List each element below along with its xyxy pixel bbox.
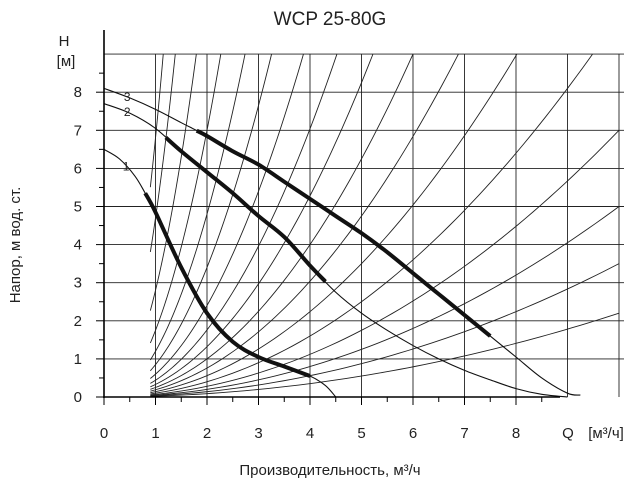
y-tick-label: 7 [74,122,82,139]
system-curve [150,46,246,359]
x-tick-label: 8 [512,425,520,442]
system-curve [150,130,619,395]
y-tick-label: 0 [74,389,82,406]
y-tick-label: 4 [74,237,82,254]
system-curve [150,46,197,310]
chart-title: WCP 25-80G [274,9,387,30]
x-tick-label: 3 [254,425,262,442]
system-curve [150,46,521,392]
x-tick-label: 5 [357,425,365,442]
y-tick-label: 2 [74,313,82,330]
x-tick-label: 6 [409,425,417,442]
y-axis-symbol: H [59,33,70,50]
curve-label-1: 1 [123,159,130,173]
system-curve [150,313,619,396]
x-axis-label: Производительность, м³/ч [239,462,420,479]
y-tick-label: 6 [74,160,82,177]
y-tick-label: 5 [74,199,82,216]
y-tick-label: 1 [74,351,82,368]
system-curves [150,46,619,396]
grid [104,54,624,397]
y-axis-label: Напор, м вод. ст. [7,187,24,304]
curve-labels: 1 23 [123,90,131,173]
y-tick-label: 8 [74,84,82,101]
system-curve [150,46,339,383]
x-axis-unit: [м³/ч] [588,425,624,442]
system-curve [150,46,305,378]
system-curve [150,207,619,396]
system-curve [150,46,164,187]
x-tick-label: 4 [306,425,314,442]
system-curve [150,46,598,393]
system-curve [150,46,376,386]
x-tick-label: 1 [151,425,159,442]
x-tick-label: 0 [100,425,108,442]
system-curve [150,46,462,391]
curve-label-2: 2 [124,105,131,119]
y-tick-label: 3 [74,275,82,292]
x-tick-label: 2 [203,425,211,442]
x-tick-label: 7 [460,425,468,442]
curve-label-3: 3 [124,90,131,104]
y-axis-unit: [м] [57,53,76,70]
x-axis-symbol: Q [562,425,574,442]
